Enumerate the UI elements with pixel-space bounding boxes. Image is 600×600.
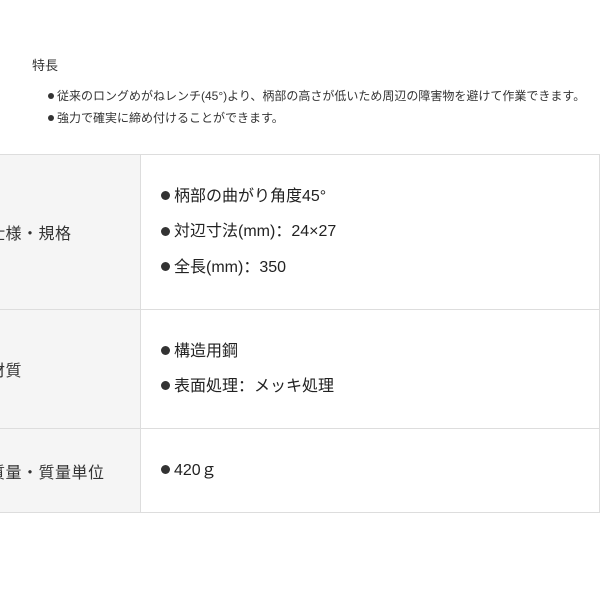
- spec-value: 420ｇ: [141, 429, 600, 513]
- features-list: 従来のロングめがねレンチ(45°)より、柄部の高さが低いため周辺の障害物を避けて…: [30, 86, 570, 129]
- feature-text: 従来のロングめがねレンチ(45°)より、柄部の高さが低いため周辺の障害物を避けて…: [57, 89, 585, 103]
- table-row: 仕様・規格 柄部の曲がり角度45° 対辺寸法(mm)：24×27 全長(mm)：…: [0, 155, 600, 310]
- feature-item: 従来のロングめがねレンチ(45°)より、柄部の高さが低いため周辺の障害物を避けて…: [48, 86, 570, 108]
- table-row: 質量・質量単位 420ｇ: [0, 429, 600, 513]
- spec-label: 仕様・規格: [0, 155, 141, 310]
- spec-value-text: 対辺寸法(mm)：24×27: [174, 223, 336, 240]
- spec-value: 柄部の曲がり角度45° 対辺寸法(mm)：24×27 全長(mm)：350: [141, 155, 600, 310]
- bullet-icon: [161, 381, 170, 390]
- spec-table: 仕様・規格 柄部の曲がり角度45° 対辺寸法(mm)：24×27 全長(mm)：…: [0, 154, 600, 513]
- spec-value: 構造用鋼 表面処理：メッキ処理: [141, 309, 600, 428]
- spec-value-text: 構造用鋼: [174, 343, 238, 360]
- spec-value-text: 420ｇ: [174, 462, 217, 479]
- spec-label: 材質: [0, 309, 141, 428]
- bullet-icon: [48, 115, 54, 121]
- spec-value-text: 全長(mm)：350: [174, 259, 286, 276]
- bullet-icon: [161, 262, 170, 271]
- bullet-icon: [161, 465, 170, 474]
- table-row: 材質 構造用鋼 表面処理：メッキ処理: [0, 309, 600, 428]
- spec-value-text: 柄部の曲がり角度45°: [174, 188, 326, 205]
- bullet-icon: [161, 227, 170, 236]
- bullet-icon: [48, 93, 54, 99]
- spec-label: 質量・質量単位: [0, 429, 141, 513]
- features-title: 特長: [30, 55, 570, 74]
- bullet-icon: [161, 346, 170, 355]
- bullet-icon: [161, 191, 170, 200]
- feature-text: 強力で確実に締め付けることができます。: [57, 111, 284, 125]
- feature-item: 強力で確実に締め付けることができます。: [48, 108, 570, 130]
- spec-value-text: 表面処理：メッキ処理: [174, 378, 334, 395]
